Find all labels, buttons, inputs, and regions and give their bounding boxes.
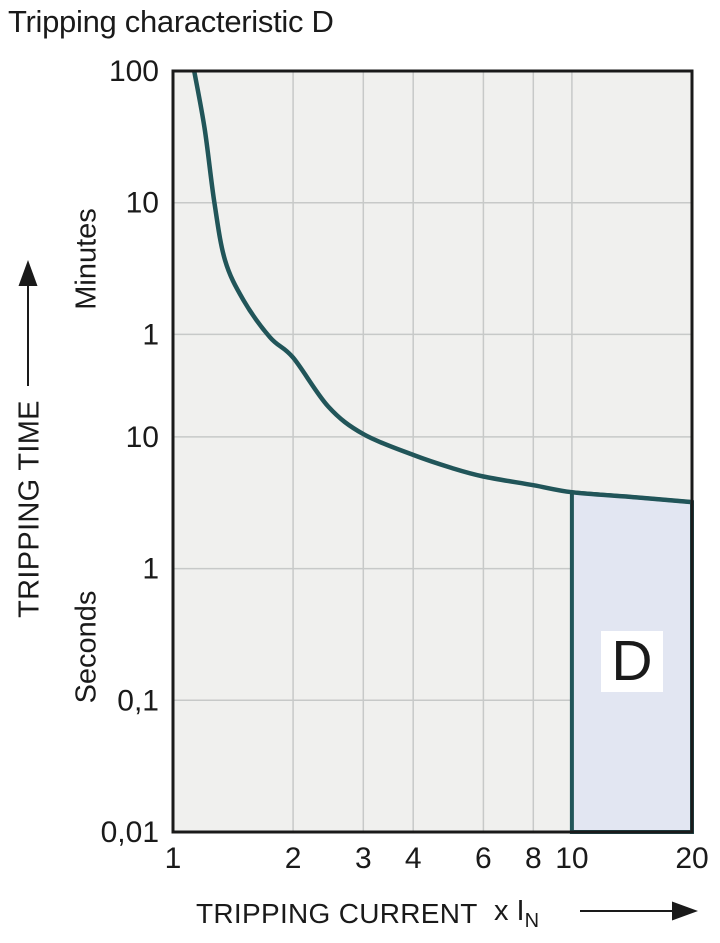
y-tick-label: 0,01 [101, 816, 159, 849]
tripping-curve [191, 70, 693, 505]
x-tick-label: 4 [405, 842, 422, 875]
x-tick-label: 20 [675, 842, 708, 875]
y-tick-label: 10 [126, 187, 159, 220]
region-label: D [601, 631, 663, 692]
y-tick-label: 10 [126, 421, 159, 454]
arrow-up-icon [18, 260, 38, 386]
y-axis-unit-seconds: Seconds [70, 590, 103, 704]
multiplier-prefix: x I [494, 895, 525, 927]
x-tick-label: 8 [525, 842, 542, 875]
page-title: Tripping characteristic D [8, 4, 334, 39]
region-label-text: D [611, 629, 653, 693]
x-tick-label: 3 [355, 842, 372, 875]
multiplier-subscript: N [524, 910, 540, 932]
x-tick-label: 2 [285, 842, 302, 875]
x-tick-label: 1 [165, 842, 182, 875]
y-tick-label: 1 [142, 553, 159, 586]
y-axis-title: TRIPPING TIME [13, 400, 46, 618]
x-axis-multiplier: x IN [494, 895, 539, 931]
plot-border [171, 69, 694, 834]
y-tick-label: 0,1 [117, 684, 159, 717]
y-tick-label: 100 [109, 55, 159, 88]
x-tick-label: 10 [555, 842, 588, 875]
x-axis-title: TRIPPING CURRENT [196, 898, 478, 929]
x-tick-label: 6 [475, 842, 492, 875]
arrow-right-icon [580, 901, 698, 921]
y-axis-unit-minutes: Minutes [70, 208, 103, 310]
y-tick-label: 1 [142, 318, 159, 351]
